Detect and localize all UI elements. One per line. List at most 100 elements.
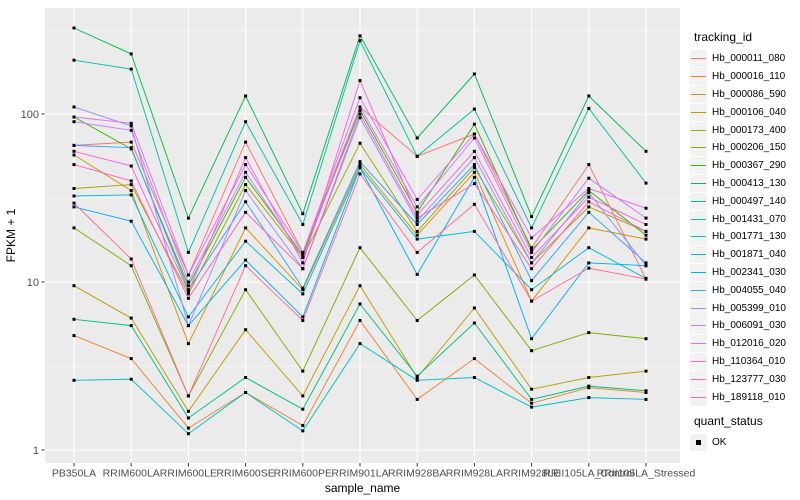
data-point [358,116,362,120]
data-point [129,140,133,144]
data-point [129,164,133,168]
legend-item-Hb_000367_290: Hb_000367_290 [690,157,798,175]
data-point [244,258,248,262]
legend-line-icon [691,147,706,149]
data-point [244,239,248,243]
data-point [186,315,190,319]
data-point [186,432,190,436]
data-point [358,284,362,288]
data-point [72,317,76,321]
legend-key-box [690,228,707,246]
data-point [129,357,133,361]
data-point [129,189,133,193]
data-point [530,261,534,265]
x-axis-title: sample_name [325,481,401,495]
legend-item-Hb_110364_010: Hb_110364_010 [690,352,798,371]
data-point [530,279,534,283]
data-point [301,292,305,296]
y-tick-label: 1 [33,445,39,457]
legend-line-icon [691,218,706,220]
x-tick-label: RRII105LA_Stressed [597,468,696,480]
data-point [301,267,305,271]
legend-key-box [690,192,707,210]
data-point [186,416,190,420]
data-point [587,189,591,193]
data-point [186,296,190,300]
data-point [472,357,476,361]
data-point [186,216,190,220]
legend-line-icon [691,271,706,273]
data-point [472,273,476,277]
data-point [244,210,248,214]
data-point [530,337,534,341]
data-point [186,288,190,292]
legend-item-label: Hb_123777_030 [712,373,786,385]
data-point [358,172,362,176]
data-point [358,34,362,38]
data-point [530,226,534,230]
data-point [644,337,648,341]
data-point [530,401,534,405]
legend-item-Hb_001771_130: Hb_001771_130 [690,228,798,246]
legend-line-icon [691,111,706,113]
data-point [301,424,305,427]
data-point [244,391,248,394]
legend-item-Hb_005399_010: Hb_005399_010 [690,299,798,317]
data-point [129,316,133,320]
legend-key-box [690,210,707,228]
data-point [186,273,190,277]
data-point [472,163,476,167]
data-point [72,58,76,62]
data-point [358,96,362,100]
data-point [472,182,476,186]
data-point [301,394,305,398]
data-point [415,237,419,241]
data-point [472,229,476,233]
data-point [72,143,76,147]
data-point [244,264,248,268]
legend-item-Hb_000173_400: Hb_000173_400 [690,121,798,139]
data-point [186,284,190,288]
legend-key-box [690,299,707,317]
legend-item-Hb_012016_020: Hb_012016_020 [690,335,798,353]
data-point [244,189,248,193]
data-point [530,288,534,292]
legend-item-Hb_001431_070: Hb_001431_070 [690,210,798,228]
data-point [472,170,476,174]
data-point [72,26,76,30]
data-point [244,200,248,204]
data-point [587,246,591,250]
x-tick-label: RRIM600SE [216,468,274,480]
y-axis-title: FPKM + 1 [4,208,18,262]
data-point [72,153,76,157]
legend-line-icon [691,200,706,202]
data-point [186,324,190,328]
legend-item-label: Hb_000206_150 [712,142,786,154]
data-point [186,426,190,430]
data-point [644,237,648,241]
legend: tracking_id Hb_000011_080 Hb_000016_110 Hb… [690,30,798,452]
data-point [472,132,476,136]
legend-item-label: Hb_000011_080 [712,53,786,65]
data-point [72,334,76,338]
data-point [415,223,419,226]
data-point [129,377,133,381]
data-point [72,187,76,190]
data-point [587,187,591,190]
data-point [301,223,305,226]
data-point [644,391,648,394]
data-point [72,226,76,230]
data-point [530,349,534,353]
legend-key-box [690,139,707,157]
data-point [472,376,476,379]
data-point [644,149,648,153]
data-point [472,149,476,153]
data-point [358,108,362,112]
legend-line-icon [691,289,706,291]
filled-square-marker-icon [696,440,701,446]
data-point [72,120,76,124]
legend-line-icon [691,236,706,238]
data-point [129,128,133,132]
data-point [186,250,190,254]
data-point [72,115,76,119]
